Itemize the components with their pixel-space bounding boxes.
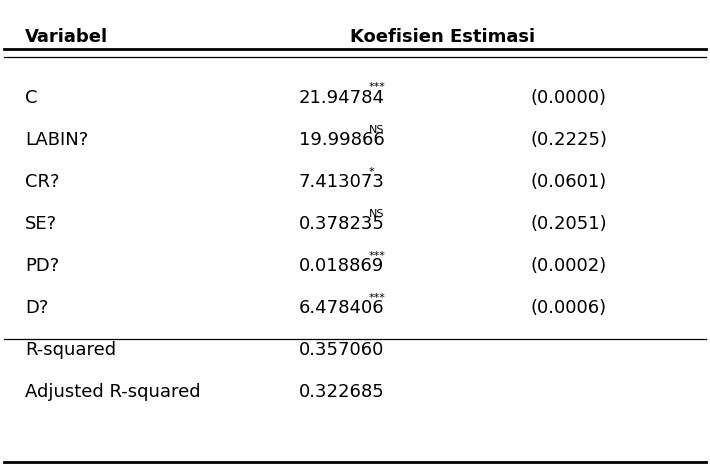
Text: 0.357060: 0.357060 (299, 341, 384, 359)
Text: (0.0002): (0.0002) (530, 257, 606, 275)
Text: 7.413073: 7.413073 (299, 173, 385, 191)
Text: R-squared: R-squared (26, 341, 116, 359)
Text: (0.0006): (0.0006) (530, 299, 606, 317)
Text: (0.2225): (0.2225) (530, 131, 608, 149)
Text: PD?: PD? (26, 257, 60, 275)
Text: ***: *** (369, 82, 386, 92)
Text: NS: NS (369, 208, 385, 218)
Text: 0.378235: 0.378235 (299, 215, 385, 233)
Text: LABIN?: LABIN? (26, 131, 89, 149)
Text: 0.322685: 0.322685 (299, 383, 385, 401)
Text: ***: *** (369, 293, 386, 303)
Text: D?: D? (26, 299, 48, 317)
Text: NS: NS (369, 125, 385, 135)
Text: C: C (26, 89, 38, 107)
Text: Adjusted R-squared: Adjusted R-squared (26, 383, 201, 401)
Text: Variabel: Variabel (26, 28, 109, 46)
Text: 19.99866: 19.99866 (299, 131, 385, 149)
Text: (0.0601): (0.0601) (530, 173, 606, 191)
Text: (0.0000): (0.0000) (530, 89, 606, 107)
Text: ***: *** (369, 251, 386, 261)
Text: Koefisien Estimasi: Koefisien Estimasi (350, 28, 535, 46)
Text: 0.018869: 0.018869 (299, 257, 384, 275)
Text: *: * (369, 167, 375, 177)
Text: 21.94784: 21.94784 (299, 89, 385, 107)
Text: (0.2051): (0.2051) (530, 215, 607, 233)
Text: 6.478406: 6.478406 (299, 299, 385, 317)
Text: SE?: SE? (26, 215, 58, 233)
Text: CR?: CR? (26, 173, 60, 191)
